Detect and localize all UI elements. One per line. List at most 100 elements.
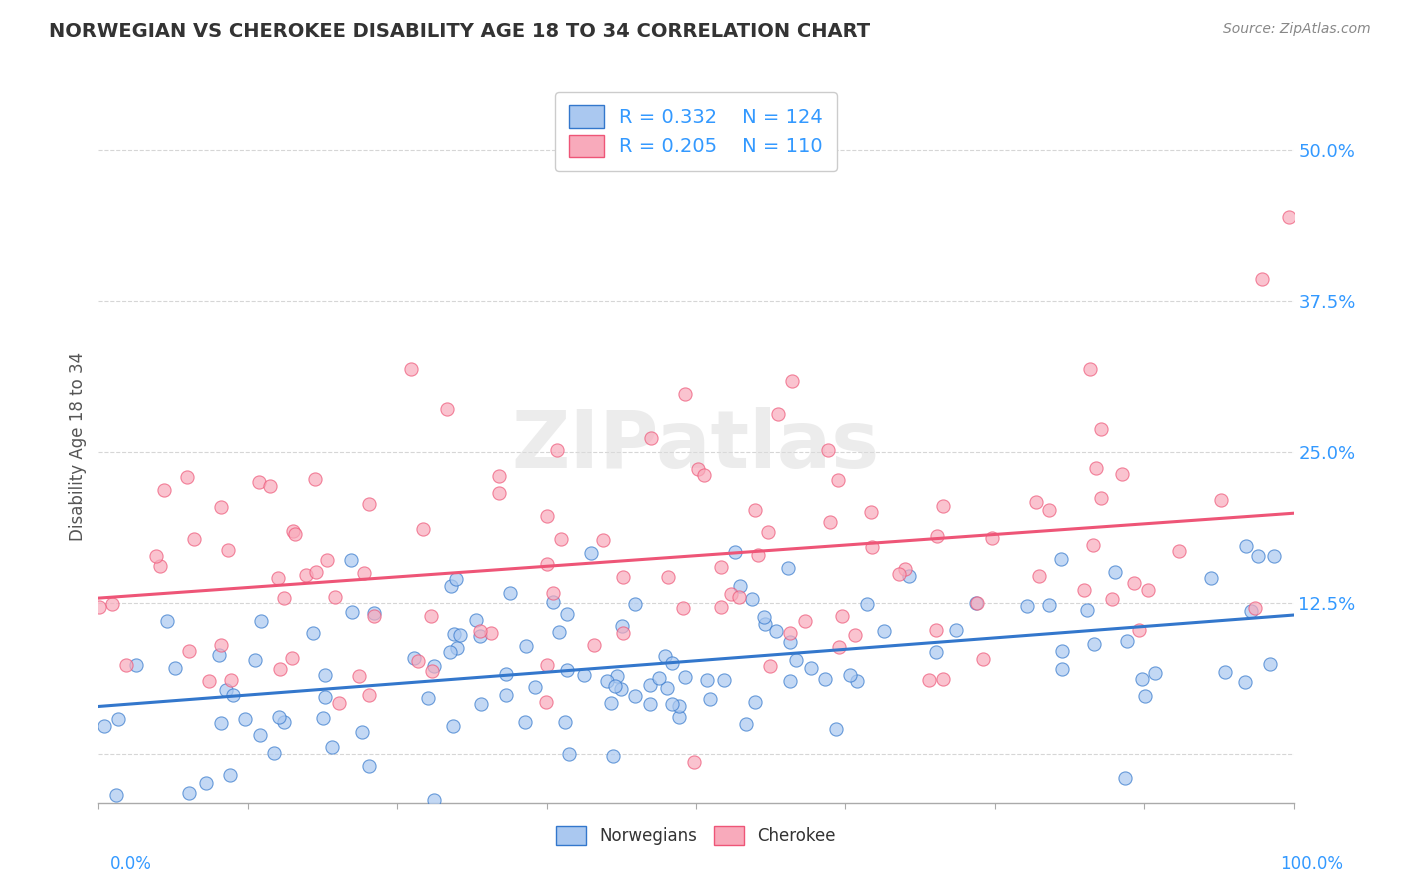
- Point: [536, 508, 558, 523]
- Text: ZIPatlas: ZIPatlas: [512, 407, 880, 485]
- Point: [1234, 539, 1257, 553]
- Point: [785, 653, 807, 667]
- Point: [198, 673, 221, 688]
- Point: [623, 690, 645, 704]
- Point: [794, 614, 817, 628]
- Point: [357, 497, 380, 511]
- Point: [932, 672, 955, 686]
- Point: [353, 566, 375, 580]
- Point: [814, 672, 837, 686]
- Point: [149, 558, 172, 573]
- Point: [1213, 665, 1236, 680]
- Point: [1240, 604, 1263, 618]
- Point: [828, 640, 851, 654]
- Point: [495, 666, 517, 681]
- Point: [720, 587, 742, 601]
- Point: [1278, 211, 1301, 225]
- Point: [728, 590, 751, 604]
- Point: [661, 697, 683, 711]
- Point: [263, 746, 285, 760]
- Text: NORWEGIAN VS CHEROKEE DISABILITY AGE 18 TO 34 CORRELATION CHART: NORWEGIAN VS CHEROKEE DISABILITY AGE 18 …: [49, 22, 870, 41]
- Point: [747, 548, 769, 562]
- Point: [183, 533, 205, 547]
- Text: Source: ZipAtlas.com: Source: ZipAtlas.com: [1223, 22, 1371, 37]
- Point: [1104, 566, 1126, 580]
- Point: [779, 626, 801, 640]
- Point: [350, 724, 373, 739]
- Point: [972, 652, 994, 666]
- Point: [693, 468, 716, 483]
- Point: [440, 579, 463, 593]
- Point: [209, 715, 232, 730]
- Point: [859, 505, 882, 519]
- Point: [572, 667, 595, 681]
- Point: [536, 557, 558, 571]
- Point: [339, 553, 361, 567]
- Point: [754, 616, 776, 631]
- Point: [638, 698, 661, 712]
- Point: [219, 768, 242, 782]
- Point: [449, 628, 471, 642]
- Point: [605, 679, 627, 693]
- Point: [93, 719, 115, 733]
- Point: [855, 597, 877, 611]
- Y-axis label: Disability Age 18 to 34: Disability Age 18 to 34: [69, 351, 87, 541]
- Point: [682, 755, 704, 769]
- Point: [281, 651, 304, 665]
- Point: [1090, 491, 1112, 505]
- Point: [1137, 583, 1160, 598]
- Point: [612, 626, 634, 640]
- Point: [609, 681, 631, 696]
- Point: [966, 595, 988, 609]
- Point: [416, 691, 439, 706]
- Point: [1263, 549, 1285, 564]
- Point: [1250, 272, 1272, 286]
- Point: [1050, 644, 1073, 658]
- Point: [176, 470, 198, 484]
- Point: [606, 668, 628, 682]
- Point: [488, 486, 510, 500]
- Point: [273, 714, 295, 729]
- Point: [1083, 637, 1105, 651]
- Point: [347, 669, 370, 683]
- Point: [281, 524, 304, 539]
- Point: [925, 645, 948, 659]
- Point: [779, 635, 801, 649]
- Point: [217, 543, 239, 558]
- Point: [1028, 569, 1050, 583]
- Point: [468, 629, 491, 643]
- Point: [536, 658, 558, 673]
- Point: [312, 711, 335, 725]
- Point: [1130, 672, 1153, 686]
- Point: [479, 625, 502, 640]
- Point: [177, 786, 200, 800]
- Point: [495, 688, 517, 702]
- Point: [893, 562, 915, 576]
- Point: [1128, 624, 1150, 638]
- Point: [273, 591, 295, 606]
- Point: [713, 673, 735, 688]
- Point: [488, 468, 510, 483]
- Point: [696, 673, 718, 687]
- Point: [247, 475, 270, 489]
- Point: [422, 793, 444, 807]
- Point: [1144, 665, 1167, 680]
- Point: [657, 570, 679, 584]
- Point: [735, 717, 758, 731]
- Point: [1258, 657, 1281, 672]
- Legend: Norwegians, Cherokee: Norwegians, Cherokee: [546, 816, 846, 855]
- Point: [406, 654, 429, 668]
- Point: [219, 673, 242, 687]
- Point: [752, 609, 775, 624]
- Point: [1111, 467, 1133, 481]
- Point: [541, 595, 564, 609]
- Point: [800, 661, 823, 675]
- Point: [1073, 582, 1095, 597]
- Point: [541, 586, 564, 600]
- Point: [208, 648, 231, 662]
- Point: [439, 645, 461, 659]
- Point: [672, 601, 695, 615]
- Point: [412, 522, 434, 536]
- Point: [744, 695, 766, 709]
- Point: [269, 710, 291, 724]
